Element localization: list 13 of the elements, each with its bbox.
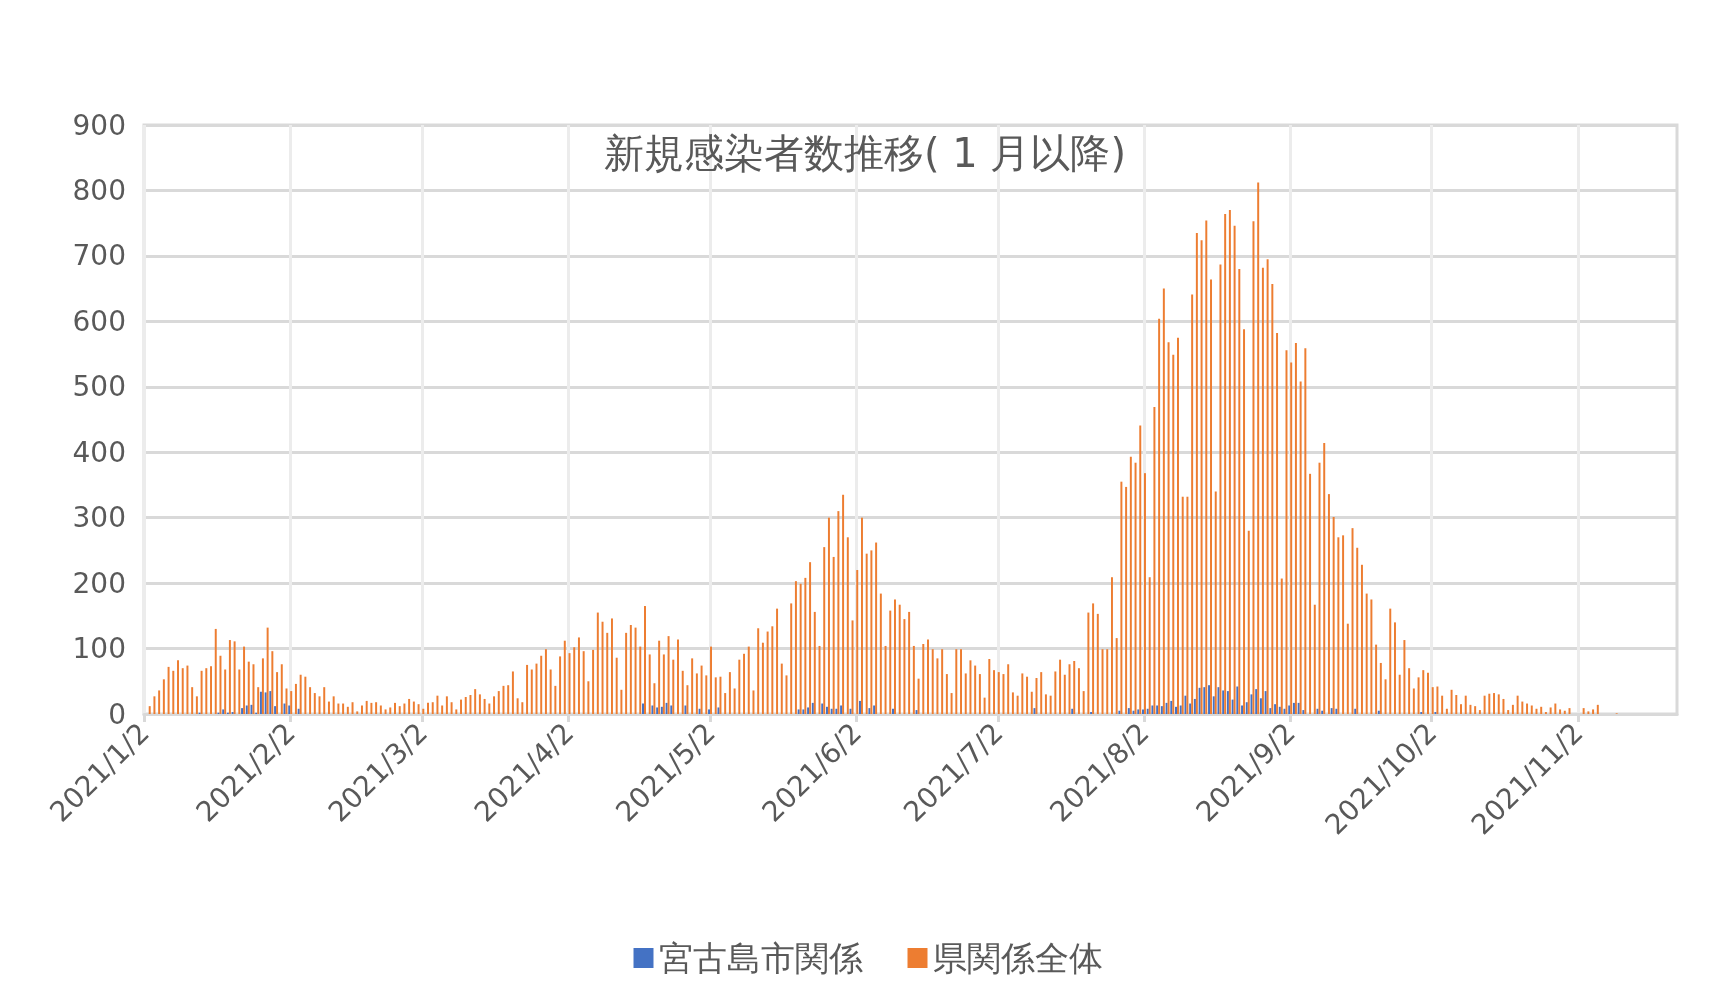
y-tick-label: 800 (72, 173, 126, 207)
legend-label: 県関係全体 (932, 938, 1103, 978)
y-tick-label: 700 (72, 239, 126, 273)
y-tick-label: 200 (72, 566, 126, 600)
chart-title: 新規感染者数推移( 1 月以降) (603, 130, 1127, 176)
y-tick-label: 500 (72, 370, 126, 404)
y-tick-label: 100 (72, 632, 126, 666)
y-tick-label: 900 (72, 108, 126, 142)
y-tick-label: 0 (108, 697, 126, 731)
y-tick-label: 400 (72, 435, 126, 469)
y-tick-label: 600 (72, 304, 126, 338)
y-tick-label: 300 (72, 501, 126, 535)
legend-label: 宮古島市関係 (658, 938, 863, 978)
